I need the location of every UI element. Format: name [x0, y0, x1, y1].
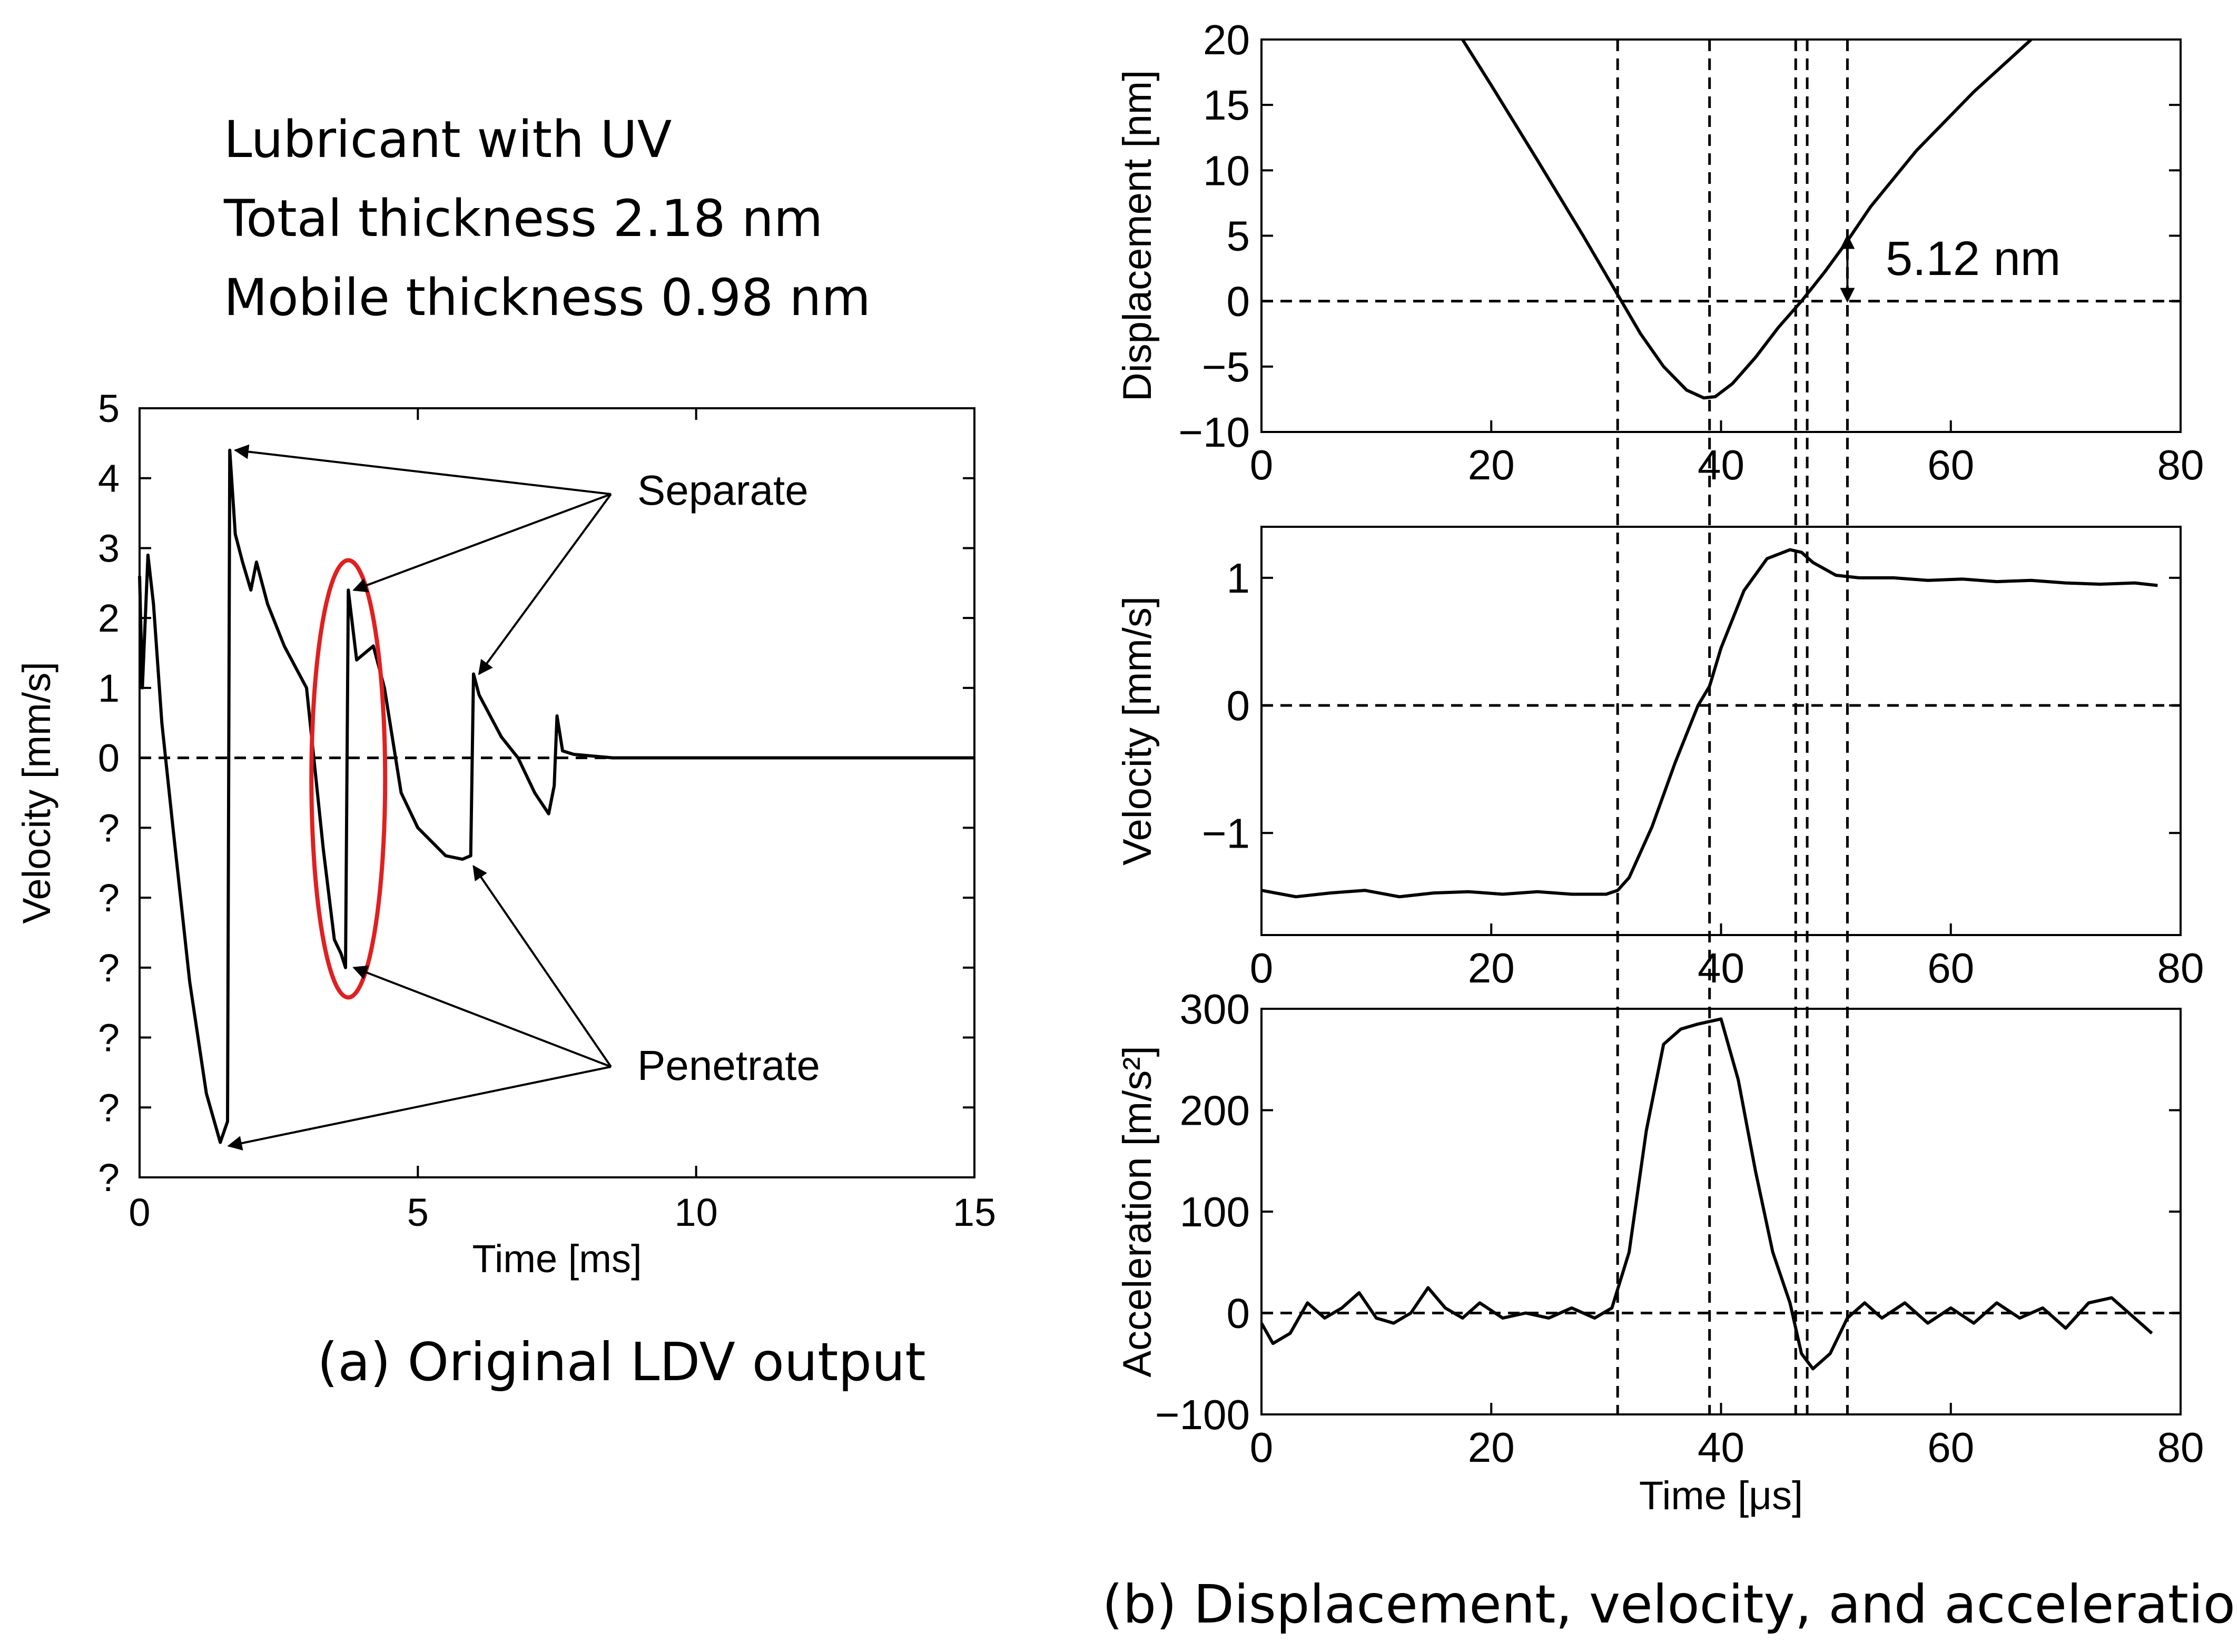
a-ytick-label: 5 [98, 387, 120, 430]
b3-ytick-label: 0 [1227, 1290, 1250, 1337]
b3-xlabel: Time [μs] [1639, 1473, 1803, 1518]
b1-ytick-label: 5 [1227, 213, 1250, 260]
b2-xtick-label: 60 [1927, 945, 1974, 991]
b1-xtick-label: 20 [1468, 441, 1515, 488]
a-ytick-label: ? [98, 1016, 120, 1060]
b3-plot-frame [1260, 1008, 2182, 1415]
b2-xtick-label: 0 [1250, 945, 1274, 991]
b2-xtick-label: 40 [1698, 945, 1744, 991]
b1-xtick-label: 0 [1250, 441, 1274, 488]
a-ytick-label: ? [98, 1086, 120, 1129]
b3-ytick-label: −100 [1155, 1391, 1250, 1438]
b2-xtick-label: 20 [1468, 945, 1515, 991]
a-ytick-label: 2 [98, 596, 120, 640]
a-ytick-label: 4 [98, 457, 120, 500]
a-ytick-label: 1 [98, 666, 120, 710]
caption-a: (a) Original LDV output [317, 1331, 925, 1393]
a-plot-frame [139, 407, 975, 1178]
b2-ytick-label: 1 [1227, 555, 1250, 602]
b2-plot-frame [1260, 526, 2182, 936]
b2-ylabel: Velocity [mm/s] [1115, 596, 1160, 866]
b1-series-line [1461, 38, 2033, 400]
a-arrow-separate [233, 444, 612, 495]
b1-ytick-label: −10 [1178, 409, 1250, 456]
b2-xtick-label: 80 [2157, 945, 2204, 991]
b3-xtick-label: 20 [1468, 1424, 1515, 1471]
b3-xtick-label: 60 [1927, 1424, 1974, 1471]
a-xtick-label: 0 [129, 1191, 150, 1234]
a-xtick-label: 5 [407, 1191, 429, 1234]
label-gap: 5.12 nm [1886, 232, 2060, 286]
b2-ytick-label: 0 [1227, 682, 1250, 729]
a-ytick-label: ? [98, 806, 120, 850]
b3-series-line [1260, 1017, 2153, 1371]
b3-ytick-label: 200 [1180, 1087, 1250, 1134]
b1-ytick-label: 15 [1203, 82, 1250, 129]
a-ytick-label: 3 [98, 526, 120, 570]
b1-ylabel: Displacement [nm] [1115, 70, 1160, 401]
b3-ytick-label: 100 [1180, 1188, 1250, 1235]
b3-ytick-label: 300 [1180, 986, 1250, 1032]
b2-ytick-label: −1 [1202, 810, 1250, 857]
b1-ytick-label: −5 [1202, 343, 1250, 390]
b3-xtick-label: 80 [2157, 1424, 2204, 1471]
b1-ytick-label: 10 [1203, 147, 1250, 194]
annotation-line-3: Mobile thickness 0.98 nm [224, 268, 871, 327]
a-xtick-label: 10 [675, 1191, 718, 1234]
label-separate: Separate [637, 467, 809, 514]
a-arrow-separate [352, 493, 612, 593]
chart-b-velocity: 0 20 40 60 80 1 0 −1 Velocity [mm/s] [1115, 526, 2204, 991]
a-ytick-label: ? [98, 876, 120, 920]
b1-xtick-label: 60 [1927, 441, 1974, 488]
b2-series-line [1261, 548, 2158, 899]
label-penetrate: Penetrate [637, 1042, 820, 1089]
a-xlabel: Time [ms] [472, 1237, 642, 1281]
b3-ylabel: Acceleration [m/s²] [1115, 1046, 1160, 1377]
a-arrow-penetrate [227, 1066, 612, 1150]
a-ytick-label: ? [98, 946, 120, 990]
a-series-velocity [138, 448, 974, 1144]
a-ytick-label: ? [98, 1156, 120, 1199]
caption-b: (b) Displacement, velocity, and accelera… [1102, 1574, 2238, 1635]
a-ylabel: Velocity [mm/s] [15, 662, 58, 924]
a-arrow-separate [478, 493, 612, 675]
b3-xtick-label: 0 [1250, 1424, 1274, 1471]
b1-ytick-label: 0 [1227, 278, 1250, 325]
b1-xtick-label: 80 [2157, 441, 2204, 488]
a-highlight-ellipse [309, 558, 388, 1000]
annotation-line-2: Total thickness 2.18 nm [223, 189, 823, 248]
a-ytick-label: 0 [98, 736, 120, 780]
a-xtick-label: 15 [953, 1191, 996, 1234]
b3-xtick-label: 40 [1698, 1424, 1744, 1471]
a-arrow-penetrate [472, 865, 612, 1068]
annotation-line-1: Lubricant with UV [224, 110, 672, 169]
a-arrow-penetrate [352, 965, 612, 1068]
b1-xtick-label: 40 [1698, 441, 1744, 488]
b1-ytick-label: 20 [1203, 16, 1250, 63]
